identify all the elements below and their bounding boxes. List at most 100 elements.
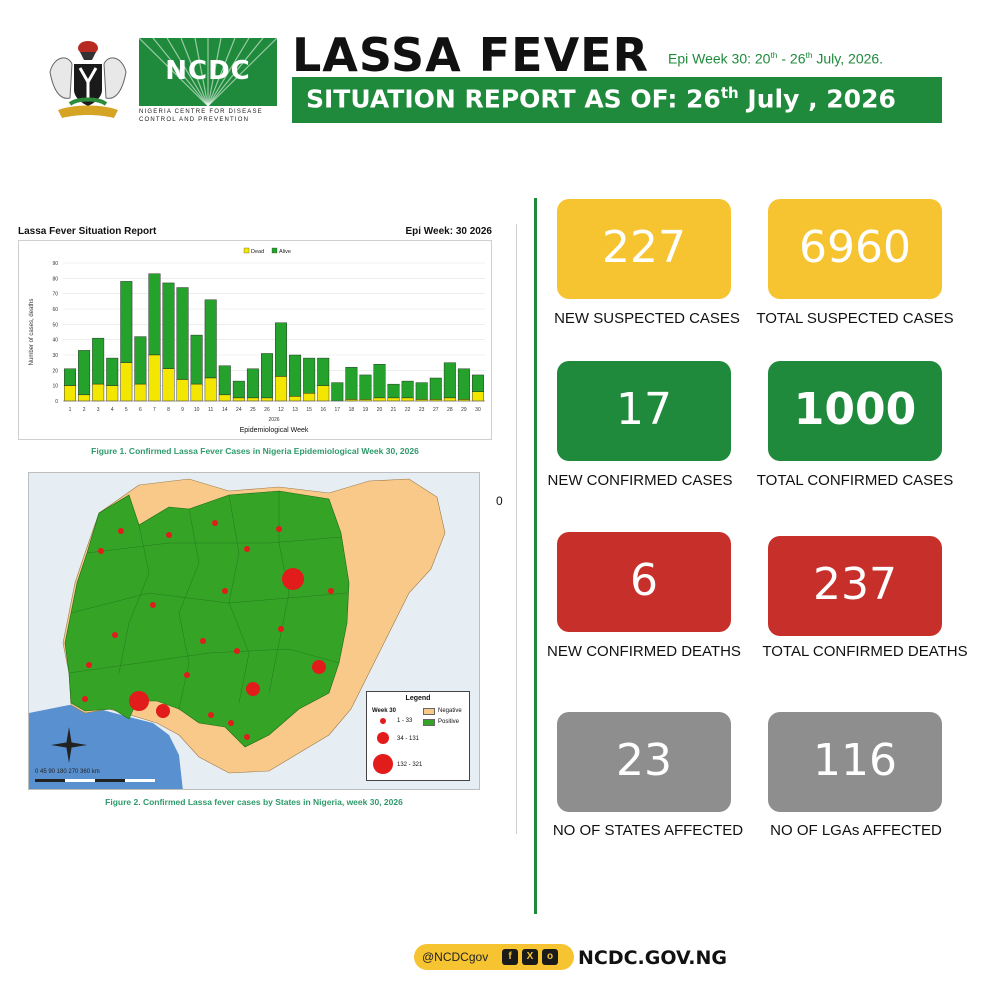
x-axis-label: Epidemiological Week	[240, 427, 309, 434]
legend-size-medium: 34 - 131	[397, 736, 420, 742]
ncdc-logo-text: NCDC	[165, 56, 251, 86]
x-tick-label: 11	[208, 407, 213, 413]
legend-alive-swatch	[271, 247, 278, 254]
bar-alive	[373, 363, 386, 399]
bar-dead	[275, 376, 288, 402]
figure1-caption: Figure 1. Confirmed Lassa Fever Cases in…	[91, 446, 419, 456]
nigeria-coat-of-arms	[40, 38, 136, 126]
x-tick-label: 27	[433, 407, 439, 413]
figure2-caption: Figure 2. Confirmed Lassa fever cases by…	[105, 797, 403, 807]
bar-dead	[78, 394, 91, 402]
bar-alive	[289, 354, 302, 397]
x-tick-label: 24	[236, 407, 242, 413]
nigeria-cases-map: 0 45 90 180 270 360 km Legend Week 30 1 …	[28, 472, 480, 790]
x-axis-sublabel: 2026	[268, 417, 279, 423]
bar-alive	[246, 368, 259, 399]
x-tick-label: 23	[419, 407, 425, 413]
bar-dead	[373, 397, 386, 402]
bar-dead	[260, 397, 273, 402]
bar-alive	[401, 380, 414, 399]
bar-dead	[443, 397, 456, 402]
x-tick-label: 22	[405, 407, 411, 413]
x-tick-label: 2	[83, 407, 86, 413]
x-tick-label: 28	[447, 407, 453, 413]
lgas-affected-label: NO OF LGAs AFFECTED	[770, 822, 942, 839]
bar-dead	[162, 368, 175, 402]
y-tick-label: 90	[52, 261, 58, 267]
legend-negative-swatch	[423, 708, 435, 715]
bar-dead	[190, 383, 203, 402]
y-tick-label: 10	[52, 384, 58, 390]
y-tick-label: 60	[52, 307, 58, 313]
x-tick-label: 8	[167, 407, 170, 413]
bar-alive	[260, 353, 273, 399]
legend-positive-label: Positive	[438, 719, 460, 725]
x-tick-label: 17	[335, 407, 341, 413]
x-icon[interactable]: X	[522, 949, 538, 965]
x-tick-label: 12	[278, 407, 284, 413]
bar-dead	[303, 393, 316, 402]
x-tick-label: 10	[194, 407, 200, 413]
bar-dead	[148, 354, 161, 402]
bar-alive	[204, 299, 217, 379]
column-divider-thin	[516, 224, 517, 834]
bar-alive	[78, 350, 91, 396]
epi-week-range: Epi Week 30: 20th - 26th July, 2026.	[668, 50, 884, 67]
total-confirmed-cases-card: 1000	[768, 361, 942, 461]
new-confirmed-deaths-card: 6	[557, 532, 731, 632]
map-scale-label: 0 45 90 180 270 360 km	[35, 769, 100, 775]
website-link[interactable]: NCDC.GOV.NG	[578, 947, 727, 969]
social-handle-pill[interactable]: @NCDCgov f X o	[414, 944, 574, 970]
x-tick-label: 26	[264, 407, 270, 413]
bar-dead	[92, 383, 105, 402]
map-legend: Legend Week 30 1 - 33 34 - 131 132 - 321…	[366, 691, 470, 781]
x-tick-label: 16	[320, 407, 326, 413]
bar-alive	[64, 368, 77, 386]
legend-positive-swatch	[423, 719, 435, 726]
sea-area	[29, 705, 183, 789]
bar-alive	[331, 382, 344, 402]
facebook-icon[interactable]: f	[502, 949, 518, 965]
lgas-affected-card: 116	[768, 712, 942, 812]
x-tick-label: 19	[363, 407, 369, 413]
x-tick-label: 14	[222, 407, 228, 413]
bar-alive	[176, 287, 189, 380]
bar-alive	[106, 357, 119, 386]
confirmed-cases-bar-chart: 0 10 20 30 40 50 60 70 80 90 Number of cases, deat…	[29, 247, 485, 434]
bar-alive	[345, 367, 358, 400]
bar-dead	[64, 385, 77, 402]
page-title: LASSA FEVER	[292, 28, 650, 82]
y-axis-label: Number of cases, deaths	[29, 299, 35, 366]
x-tick-label: 21	[391, 407, 397, 413]
x-tick-label: 29	[461, 407, 467, 413]
bar-alive	[275, 322, 288, 377]
legend-title: Legend	[405, 695, 431, 702]
x-tick-label: 30	[475, 407, 481, 413]
new-suspected-cases-card: 227	[557, 199, 731, 299]
bar-dead	[387, 397, 400, 402]
y-tick-label: 20	[52, 368, 58, 374]
x-tick-label: 3	[97, 407, 100, 413]
states-affected-card: 23	[557, 712, 731, 812]
bar-alive	[317, 357, 330, 386]
new-suspected-cases-label: NEW SUSPECTED CASES	[554, 310, 740, 327]
bar-alive	[457, 368, 470, 400]
bar-dead	[106, 385, 119, 402]
ncdc-logo: NCDC NIGERIA CENTRE FOR DISEASE CONTROL …	[139, 38, 277, 124]
total-suspected-cases-label: TOTAL SUSPECTED CASES	[756, 310, 954, 327]
x-tick-label: 15	[306, 407, 312, 413]
legend-week: Week 30	[372, 708, 396, 714]
bar-alive	[471, 374, 484, 393]
legend-dead-label: Dead	[251, 249, 264, 255]
x-tick-label: 25	[250, 407, 256, 413]
total-suspected-cases-card: 6960	[768, 199, 942, 299]
bar-dead	[120, 362, 133, 402]
bar-dead	[246, 397, 259, 402]
bar-alive	[415, 382, 428, 400]
bar-dead	[218, 394, 231, 402]
new-confirmed-cases-card: 17	[557, 361, 731, 461]
bar-alive	[429, 377, 442, 400]
x-tick-label: 1	[69, 407, 72, 413]
instagram-icon[interactable]: o	[542, 949, 558, 965]
legend-alive-label: Alive	[279, 249, 291, 255]
